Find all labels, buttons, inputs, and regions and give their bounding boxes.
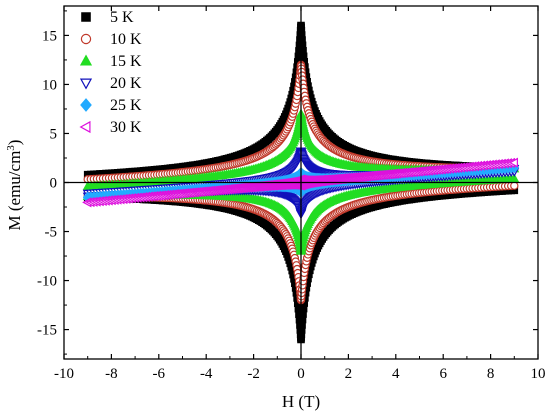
legend-marker — [80, 33, 92, 45]
x-tick-label: 6 — [439, 366, 447, 382]
legend-item: 5 K — [81, 9, 134, 26]
legend-item: 15 K — [79, 53, 142, 70]
legend-item: 20 K — [79, 75, 142, 92]
x-tick-label: -6 — [153, 366, 166, 382]
x-tick-label: 10 — [531, 366, 546, 382]
legend-label: 25 K — [110, 97, 142, 114]
x-tick-label: -10 — [54, 366, 74, 382]
legend-label: 30 K — [110, 119, 142, 136]
x-tick-label: 8 — [487, 366, 495, 382]
y-tick-label: 15 — [42, 28, 57, 44]
legend-marker — [80, 98, 92, 112]
data-point — [508, 157, 518, 168]
legend-label: 15 K — [110, 53, 142, 70]
legend-item: 30 K — [79, 119, 142, 136]
legend-item: 25 K — [80, 97, 142, 114]
series-30k — [82, 157, 518, 208]
y-axis-label-close: ) — [5, 140, 24, 146]
x-tick-label: 0 — [297, 366, 305, 382]
y-tick-label: 0 — [50, 176, 58, 192]
y-tick-label: -10 — [37, 274, 57, 290]
y-tick-label: -5 — [45, 225, 58, 241]
legend-label: 10 K — [110, 31, 142, 48]
y-axis-label-sup: 3 — [5, 145, 17, 151]
legend-label: 20 K — [110, 75, 142, 92]
x-tick-label: -2 — [247, 366, 260, 382]
x-tick-label: 4 — [392, 366, 400, 382]
legend: 5 K 10 K 15 K 20 K 25 K 30 K — [79, 9, 142, 136]
x-tick-label: -4 — [200, 366, 213, 382]
legend-marker — [79, 120, 91, 134]
x-tick-label: 2 — [345, 366, 353, 382]
y-axis-label-main: M (emu/cm — [5, 151, 24, 231]
y-axis-label: M (emu/cm3) — [5, 140, 24, 231]
x-tick-label: -8 — [105, 366, 118, 382]
legend-marker — [79, 54, 93, 66]
axes-layer: -10 -8 -6 -4 -2 0 2 4 6 8 10 -15 -10 -5 0 5 10 15 — [37, 5, 546, 382]
y-tick-label: -15 — [37, 323, 57, 339]
y-tick-label: 5 — [50, 126, 58, 142]
legend-item: 10 K — [80, 31, 142, 48]
y-tick-label: 10 — [42, 77, 57, 93]
series-layer — [82, 21, 520, 344]
x-axis-label: H (T) — [282, 392, 320, 411]
legend-label: 5 K — [110, 9, 134, 26]
data-point — [509, 173, 520, 183]
legend-marker — [81, 12, 91, 22]
data-point — [510, 181, 519, 190]
legend-marker — [79, 78, 93, 90]
